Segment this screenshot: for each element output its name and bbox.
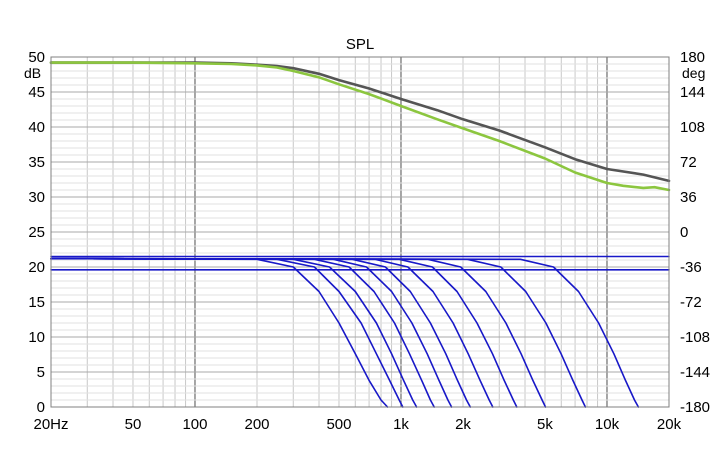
right-tick-label: 180 <box>680 49 705 66</box>
right-tick-label: -108 <box>680 329 710 346</box>
x-tick-label: 500 <box>326 416 351 433</box>
left-tick-label: 40 <box>28 119 45 136</box>
series-line-7 <box>50 257 436 408</box>
left-tick-label: 10 <box>28 329 45 346</box>
right-axis-unit: deg <box>682 65 705 81</box>
x-tick-label: 200 <box>244 416 269 433</box>
series-line-1 <box>49 61 671 192</box>
plot-frame <box>50 56 670 408</box>
right-tick-label: 144 <box>680 84 705 101</box>
left-tick-label: 15 <box>28 294 45 311</box>
grid <box>51 57 669 407</box>
series-line-13 <box>50 257 587 408</box>
right-tick-label: 72 <box>680 154 697 171</box>
right-tick-label: -36 <box>680 259 702 276</box>
x-tick-label: 20k <box>657 416 682 433</box>
x-tick-label: 5k <box>537 416 553 433</box>
left-tick-label: 5 <box>37 364 45 381</box>
series-line-6 <box>50 257 418 408</box>
series-line-5 <box>50 257 404 408</box>
right-tick-label: -72 <box>680 294 702 311</box>
x-tick-label: 50 <box>125 416 142 433</box>
right-tick-label: 36 <box>680 189 697 206</box>
x-tick-label: 20Hz <box>33 416 68 433</box>
series-line-10 <box>50 257 494 408</box>
right-tick-label: 0 <box>680 224 688 241</box>
x-tick-label: 1k <box>393 416 409 433</box>
series-line-11 <box>50 257 518 408</box>
x-tick-label: 10k <box>595 416 620 433</box>
left-tick-label: 35 <box>28 154 45 171</box>
x-tick-label: 2k <box>455 416 471 433</box>
left-tick-label: 0 <box>37 399 45 416</box>
left-axis-unit: dB <box>24 65 41 81</box>
left-tick-label: 45 <box>28 84 45 101</box>
right-tick-label: -180 <box>680 399 710 416</box>
right-tick-label: -144 <box>680 364 710 381</box>
series-line-9 <box>50 257 472 408</box>
left-tick-label: 20 <box>28 259 45 276</box>
series-line-12 <box>50 257 547 408</box>
left-tick-label: 25 <box>28 224 45 241</box>
series-layer <box>49 61 671 408</box>
series-line-4 <box>50 257 389 408</box>
x-tick-label: 100 <box>182 416 207 433</box>
chart-title: SPL <box>346 36 374 53</box>
x-axis-ticks: 20Hz 50 100 200 500 1k 2k 5k 10k 20k <box>33 416 681 433</box>
right-axis-ticks: 180 144 108 72 36 0 -36 -72 -108 -144 -180 <box>680 49 710 416</box>
series-line-0 <box>49 61 671 183</box>
left-tick-label: 30 <box>28 189 45 206</box>
left-tick-label: 50 <box>28 49 45 66</box>
right-tick-label: 108 <box>680 119 705 136</box>
series-line-14 <box>50 257 640 408</box>
series-line-8 <box>50 257 453 408</box>
